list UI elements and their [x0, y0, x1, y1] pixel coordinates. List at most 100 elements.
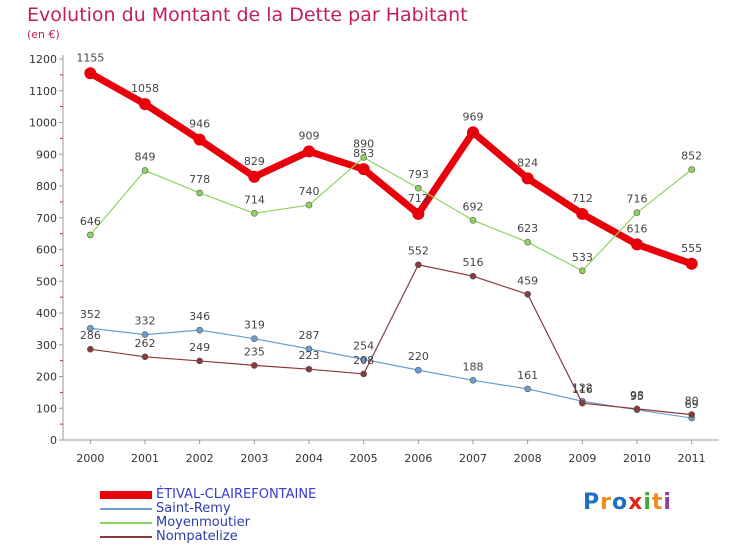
x-tick-label: 2010 — [623, 452, 651, 465]
x-tick-label: 2000 — [76, 452, 104, 465]
data-label: 459 — [517, 274, 538, 287]
data-label: 824 — [517, 156, 538, 169]
x-tick-label: 2001 — [131, 452, 159, 465]
data-point — [469, 216, 477, 224]
data-point — [633, 405, 641, 413]
data-point — [193, 133, 206, 146]
data-label: 220 — [408, 350, 429, 363]
data-point — [87, 231, 94, 239]
logo-letter: r — [600, 490, 612, 515]
data-label: 852 — [681, 149, 702, 162]
data-label: 262 — [135, 337, 156, 350]
data-label: 161 — [517, 369, 538, 382]
data-point — [688, 166, 695, 173]
legend-swatch — [100, 491, 152, 499]
data-label: 533 — [572, 251, 593, 264]
data-point — [305, 345, 313, 353]
legend-swatch — [100, 536, 152, 538]
data-label: 714 — [244, 193, 265, 206]
data-label: 352 — [80, 308, 101, 321]
data-label: 286 — [80, 329, 101, 342]
series-line-2 — [89, 156, 693, 272]
data-label: 853 — [353, 147, 374, 160]
data-point — [412, 207, 425, 220]
data-point — [688, 411, 695, 418]
data-label: 623 — [517, 222, 538, 235]
series-line-3 — [89, 264, 693, 416]
data-label: 740 — [299, 185, 320, 198]
y-tick-label: 900 — [36, 148, 57, 161]
series-line-0 — [86, 69, 696, 268]
data-label: 969 — [463, 110, 484, 123]
logo-letter: i — [643, 490, 652, 515]
data-point — [576, 207, 589, 220]
chart-title: Evolution du Montant de la Dette par Hab… — [27, 4, 468, 26]
data-point — [524, 290, 531, 298]
data-point — [248, 170, 261, 183]
data-point — [141, 331, 149, 338]
data-point — [360, 356, 367, 363]
data-point — [305, 201, 313, 209]
data-label: 552 — [408, 245, 429, 258]
legend-swatch — [100, 522, 152, 524]
data-point — [87, 324, 94, 332]
data-label: 249 — [189, 341, 210, 354]
proxiti-logo: Proxiti — [583, 490, 672, 515]
y-tick-label: 300 — [36, 339, 57, 352]
data-label: 778 — [189, 173, 210, 186]
data-label: 332 — [135, 315, 156, 328]
data-point — [415, 366, 422, 374]
data-label: 890 — [353, 137, 374, 150]
data-point — [415, 261, 422, 269]
x-tick-label: 2011 — [678, 452, 706, 465]
logo-letter: x — [628, 490, 644, 515]
data-label: 909 — [299, 129, 320, 142]
data-point — [251, 335, 258, 343]
data-label: 346 — [189, 310, 210, 323]
data-point — [521, 172, 534, 185]
x-tick-label: 2006 — [404, 452, 432, 465]
x-tick-label: 2002 — [186, 452, 214, 465]
legend-label: Moyenmoutier — [156, 515, 251, 530]
data-label: 849 — [135, 150, 156, 163]
data-label: 287 — [299, 329, 320, 342]
data-label: 793 — [408, 168, 429, 181]
data-point — [196, 357, 203, 365]
y-tick-label: 1200 — [29, 53, 57, 66]
data-label: 98 — [630, 389, 644, 402]
data-point — [357, 163, 370, 176]
data-label: 692 — [463, 200, 484, 213]
data-point — [415, 184, 422, 192]
data-point — [251, 210, 258, 217]
data-point — [141, 353, 149, 361]
data-label: 616 — [627, 222, 648, 235]
y-tick-label: 0 — [50, 434, 57, 447]
data-point — [141, 167, 149, 174]
data-point — [305, 365, 313, 373]
data-point — [469, 272, 477, 280]
data-point — [87, 345, 94, 353]
data-point — [685, 257, 698, 270]
data-label: 188 — [463, 360, 484, 373]
y-tick-label: 800 — [36, 180, 57, 193]
data-label: 646 — [80, 215, 101, 228]
y-tick-label: 1000 — [29, 117, 57, 130]
y-tick-label: 1100 — [29, 85, 57, 98]
data-label: 223 — [299, 349, 320, 362]
data-label: 80 — [685, 395, 699, 408]
x-tick-label: 2004 — [295, 452, 323, 465]
data-point — [469, 377, 477, 384]
data-label: 555 — [681, 242, 702, 255]
data-label: 95 — [630, 390, 644, 403]
y-tick-label: 700 — [36, 212, 57, 225]
x-tick-label: 2003 — [240, 452, 268, 465]
data-point — [524, 238, 531, 246]
y-tick-label: 500 — [36, 275, 57, 288]
data-label: 116 — [572, 383, 593, 396]
data-label: 712 — [408, 192, 429, 205]
data-point — [303, 145, 315, 158]
data-label: 319 — [244, 319, 265, 332]
series-line-1 — [89, 327, 693, 419]
y-tick-label: 200 — [36, 371, 57, 384]
